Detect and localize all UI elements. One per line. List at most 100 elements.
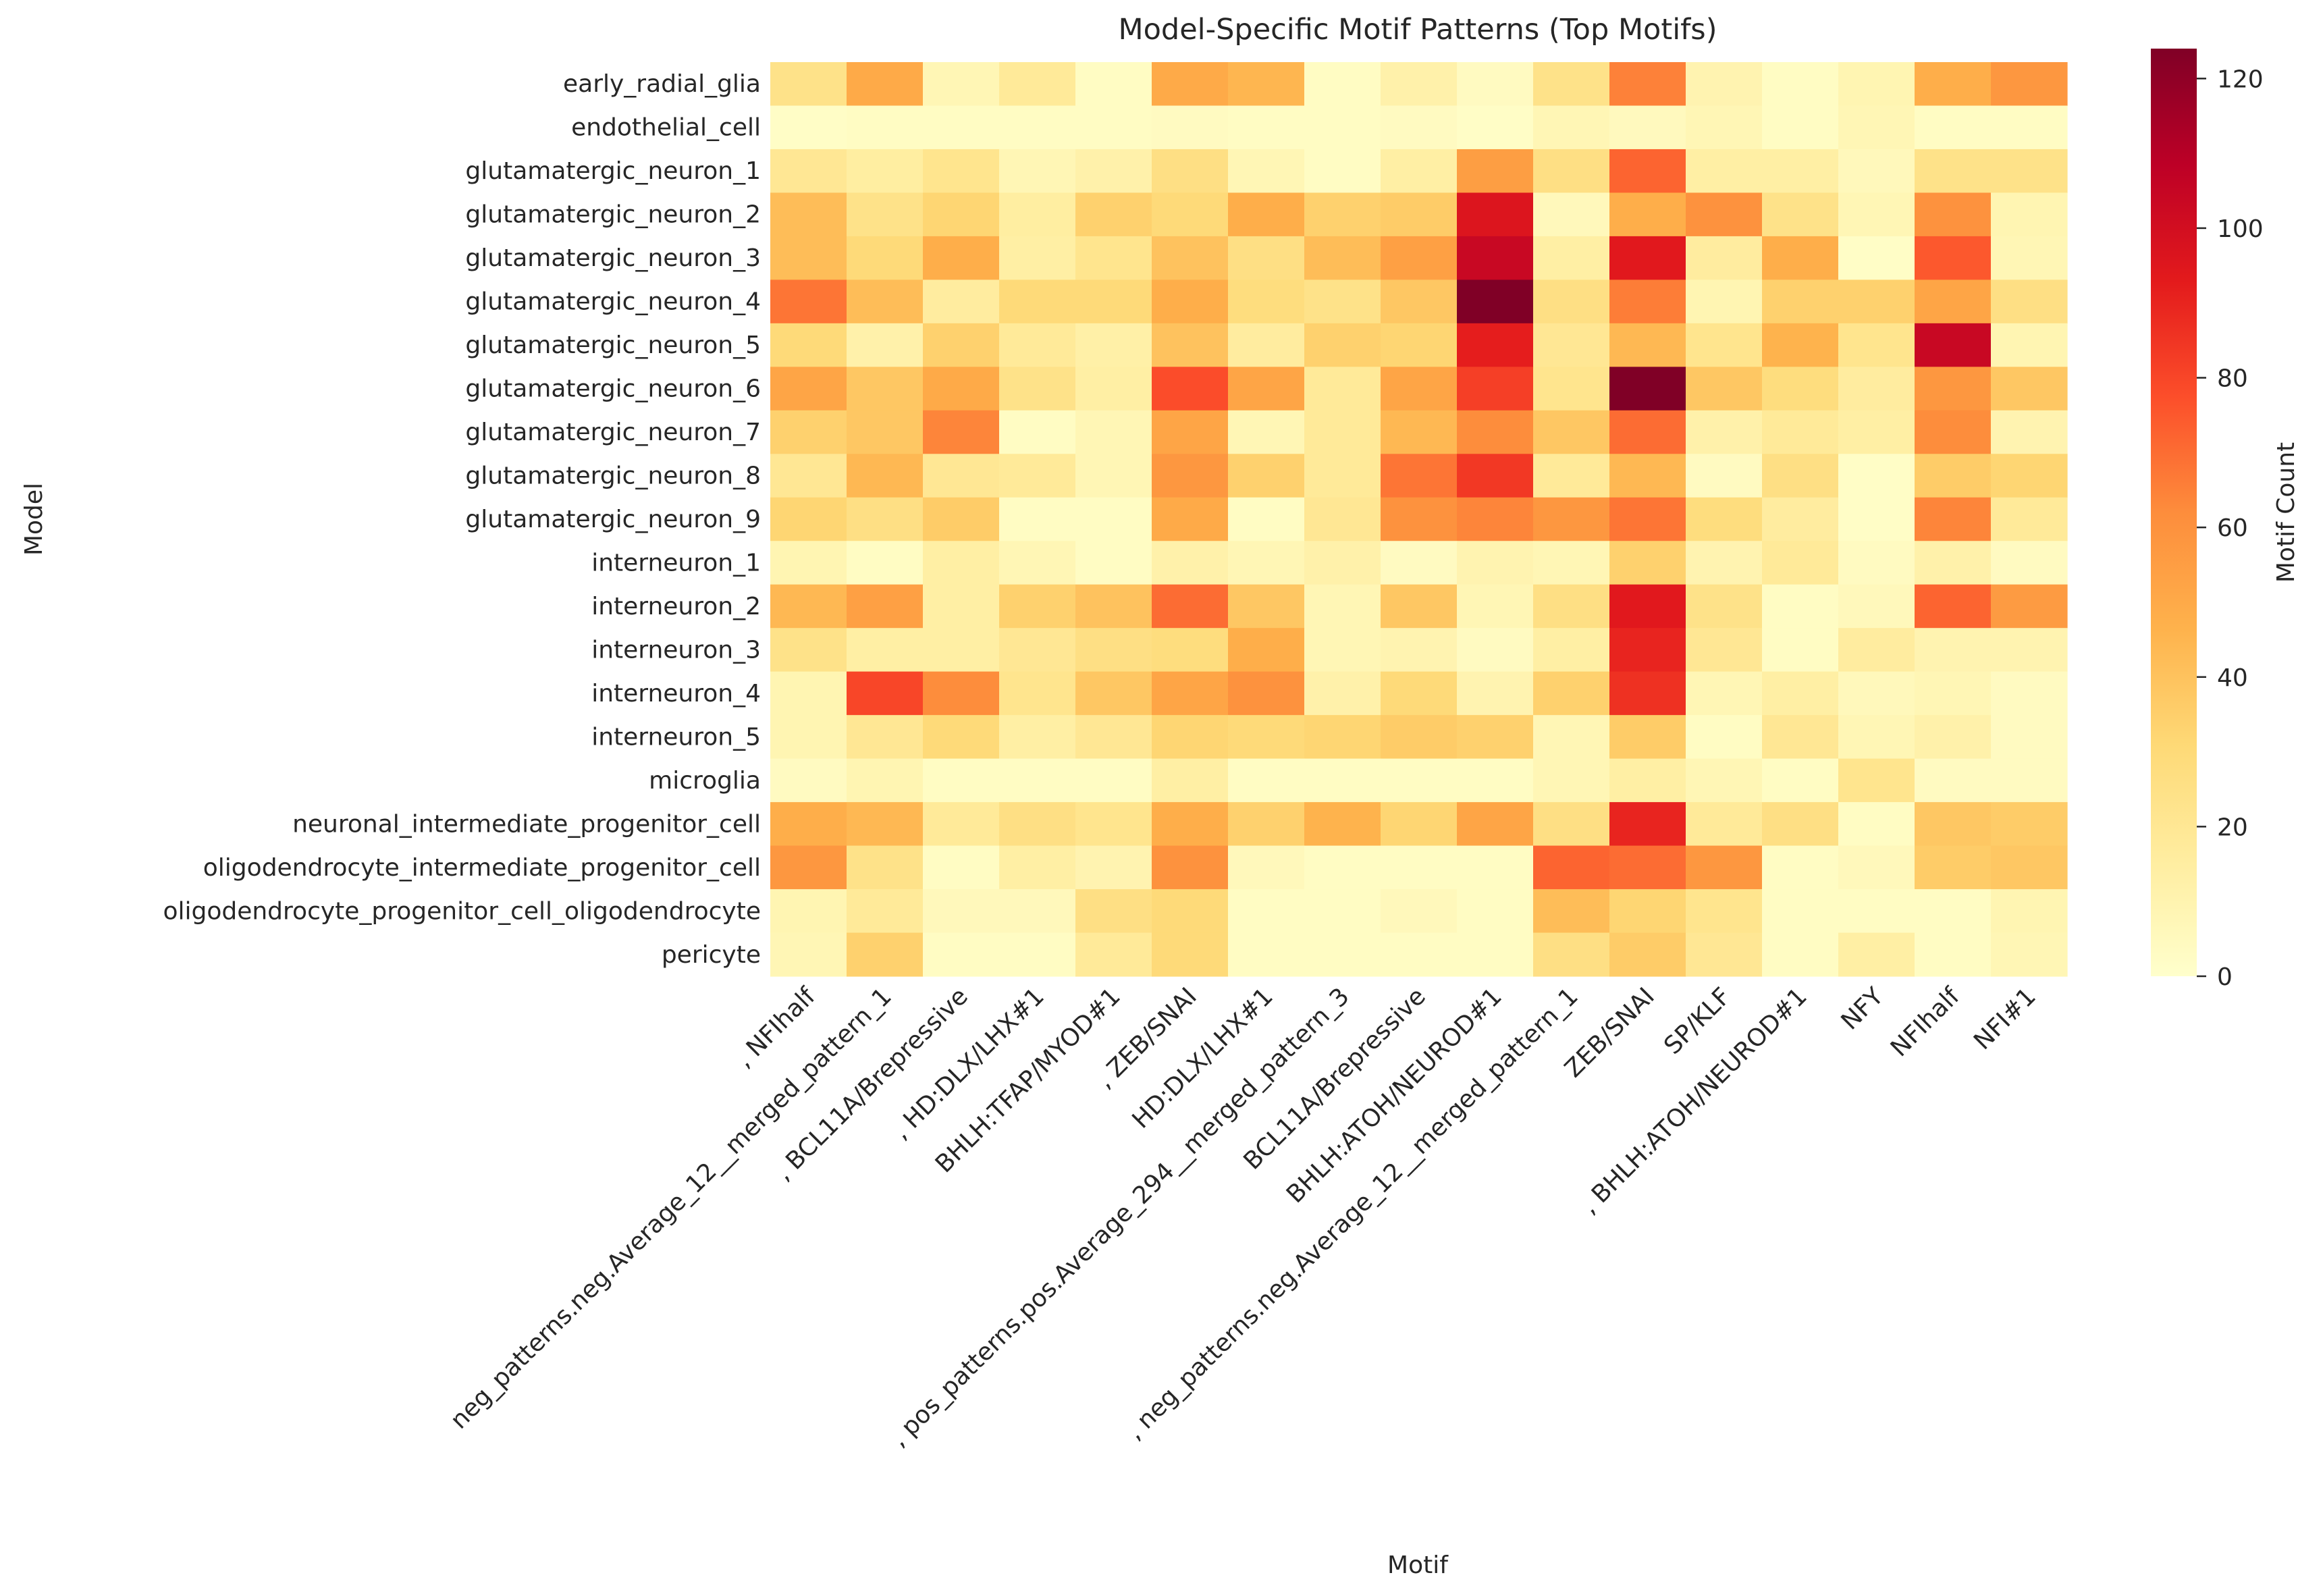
heatmap-cell — [999, 62, 1076, 107]
heatmap-cell — [847, 932, 924, 977]
heatmap-cell — [1152, 671, 1229, 716]
heatmap-cell — [999, 105, 1076, 150]
heatmap-cell — [1533, 280, 1610, 324]
heatmap-cell — [1762, 541, 1839, 585]
heatmap-cell — [1152, 367, 1229, 411]
heatmap-cell — [1533, 758, 1610, 803]
heatmap-cell — [999, 541, 1076, 585]
heatmap-cell — [1838, 671, 1915, 716]
heatmap-cell — [1457, 236, 1534, 280]
heatmap-cell — [1304, 802, 1381, 847]
heatmap-cell — [999, 149, 1076, 194]
x-tick-label: NFIhalf — [1886, 982, 1966, 1062]
heatmap-cell — [1152, 715, 1229, 760]
heatmap-cell — [1152, 758, 1229, 803]
heatmap-cell — [999, 889, 1076, 934]
heatmap-cell — [1304, 715, 1381, 760]
heatmap-cell — [999, 845, 1076, 890]
heatmap-cell — [1991, 149, 2068, 194]
heatmap-cell — [1228, 497, 1305, 541]
heatmap-cell — [923, 715, 1000, 760]
heatmap-cell — [1075, 497, 1152, 541]
heatmap-cell — [1457, 758, 1534, 803]
heatmap-cell — [999, 497, 1076, 541]
x-tick-labels: , NFIhalfneg_patterns.neg.Average_12__me… — [446, 982, 2041, 1452]
heatmap-cell — [1762, 671, 1839, 716]
heatmap-cell — [1228, 802, 1305, 847]
heatmap-cell — [1609, 628, 1686, 672]
heatmap-cell — [1457, 671, 1534, 716]
heatmap-cell — [1228, 454, 1305, 498]
heatmap-cell — [1381, 932, 1458, 977]
heatmap-cell — [1609, 410, 1686, 454]
heatmap-cell — [1915, 410, 1992, 454]
heatmap-cell — [1381, 802, 1458, 847]
heatmap-cell — [1609, 323, 1686, 367]
heatmap-cell — [1457, 62, 1534, 107]
heatmap-cell — [1457, 149, 1534, 194]
heatmap-cell — [1381, 236, 1458, 280]
heatmap-cell — [1686, 62, 1763, 107]
heatmap-cell — [923, 758, 1000, 803]
heatmap-cell — [1533, 932, 1610, 977]
y-tick-label: microglia — [649, 767, 761, 795]
heatmap-cell — [1228, 105, 1305, 150]
heatmap-cell — [1304, 584, 1381, 629]
heatmap-cell — [1304, 889, 1381, 934]
heatmap-cell — [1075, 280, 1152, 324]
y-tick-label: interneuron_1 — [591, 549, 761, 577]
heatmap-cell — [923, 889, 1000, 934]
heatmap-cell — [847, 497, 924, 541]
heatmap-cell — [1075, 541, 1152, 585]
heatmap-cell — [1838, 192, 1915, 237]
heatmap-cell — [1304, 323, 1381, 367]
heatmap-cell — [770, 628, 847, 672]
heatmap-cell — [923, 454, 1000, 498]
heatmap-cell — [1533, 671, 1610, 716]
heatmap-cell — [847, 105, 924, 150]
heatmap-cell — [1991, 584, 2068, 629]
heatmap-cell — [770, 236, 847, 280]
heatmap-cell — [1152, 802, 1229, 847]
heatmap-cell — [1838, 497, 1915, 541]
heatmap-cell — [1762, 105, 1839, 150]
heatmap-cell — [770, 454, 847, 498]
heatmap-cell — [1457, 454, 1534, 498]
heatmap-cell — [847, 845, 924, 890]
heatmap-cell — [1075, 932, 1152, 977]
heatmap-cell — [1457, 541, 1534, 585]
heatmap-cell — [1991, 758, 2068, 803]
heatmap-cell — [999, 715, 1076, 760]
heatmap-cell — [1381, 454, 1458, 498]
heatmap-cell — [1152, 192, 1229, 237]
heatmap-cell — [847, 454, 924, 498]
heatmap-cell — [1762, 236, 1839, 280]
heatmap-cell — [1228, 410, 1305, 454]
heatmap-cell — [1991, 410, 2068, 454]
heatmap-cell — [923, 105, 1000, 150]
heatmap-cell — [1991, 628, 2068, 672]
heatmap-cell — [1075, 367, 1152, 411]
heatmap-cell — [923, 367, 1000, 411]
heatmap-cell — [1533, 410, 1610, 454]
heatmap-cell — [1075, 62, 1152, 107]
heatmap-cell — [770, 584, 847, 629]
heatmap-cell — [1838, 584, 1915, 629]
heatmap-cell — [1686, 280, 1763, 324]
colorbar-tick-label: 20 — [2217, 814, 2248, 841]
heatmap-cell — [1686, 105, 1763, 150]
colorbar-tick-label: 120 — [2217, 65, 2264, 93]
heatmap-cell — [1915, 280, 1992, 324]
colorbar-tick-label: 100 — [2217, 215, 2264, 243]
heatmap-cell — [1304, 192, 1381, 237]
heatmap-cell — [1228, 889, 1305, 934]
heatmap-cell — [923, 323, 1000, 367]
heatmap-cell — [1457, 410, 1534, 454]
heatmap-cell — [1609, 192, 1686, 237]
heatmap-cell — [1381, 541, 1458, 585]
heatmap-cell — [1838, 149, 1915, 194]
heatmap-cells — [770, 62, 2068, 977]
heatmap-cell — [1304, 932, 1381, 977]
heatmap-cell — [1762, 715, 1839, 760]
heatmap-cell — [1686, 932, 1763, 977]
